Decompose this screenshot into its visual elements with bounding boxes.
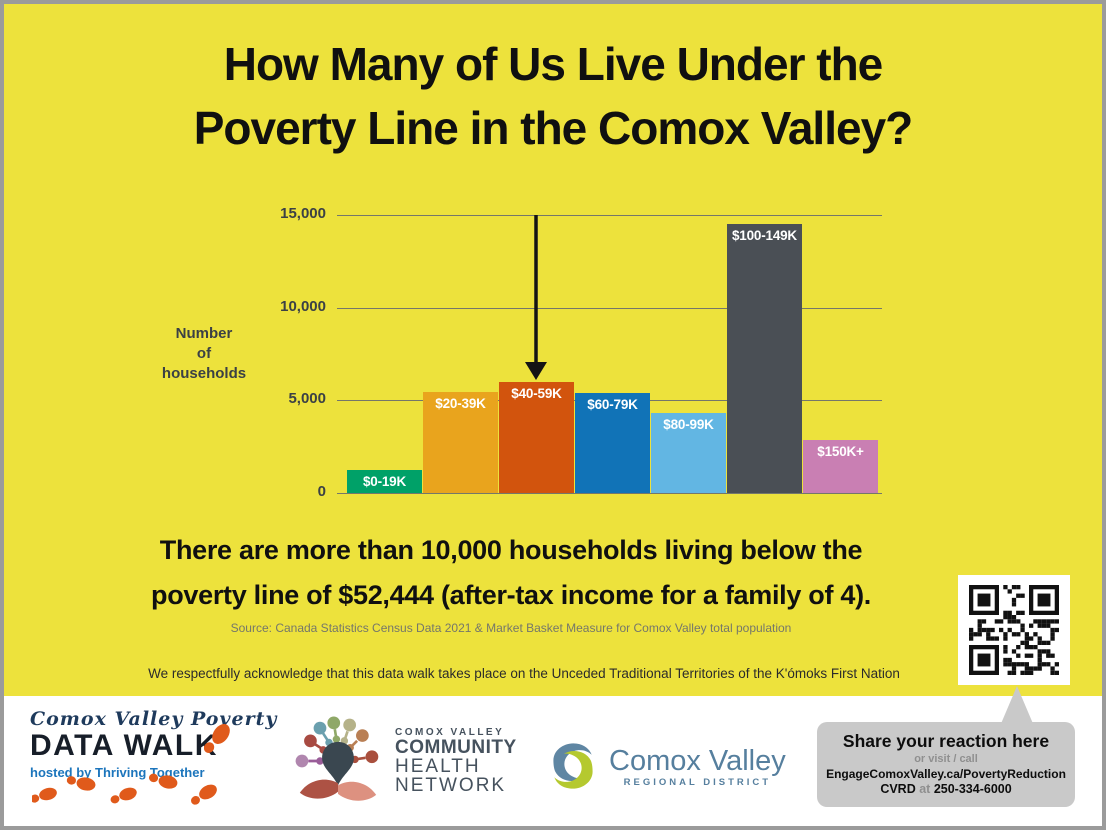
bar-label: $0-19K	[362, 474, 407, 489]
bar-label: $100-149K	[731, 228, 797, 243]
community-health-network-logo: COMOX VALLEY COMMUNITY HEALTH NETWORK	[285, 708, 517, 814]
y-axis-label: Number of households	[161, 325, 247, 382]
bar-$80-99K: $80-99K	[651, 413, 726, 493]
yellow-background	[4, 4, 1102, 696]
bar-label: $80-99K	[663, 417, 714, 432]
poster-canvas: How Many of Us Live Under the Poverty Li…	[4, 4, 1102, 826]
engage-url: EngageComoxValley.ca/PovertyReduction	[826, 767, 1066, 781]
bar-$100-149K: $100-149K	[727, 224, 802, 493]
speech-bubble-tail	[1000, 686, 1034, 726]
gridline	[337, 215, 882, 216]
health-network-icon	[295, 716, 379, 801]
title-line-1: How Many of Us Live Under the	[223, 38, 884, 90]
y-tick-label: 15,000	[280, 205, 326, 222]
footprint-icon	[204, 724, 230, 753]
key-statement: There are more than 10,000 households li…	[4, 528, 1018, 618]
share-speech-bubble: Share your reaction here or visit / call…	[817, 722, 1075, 807]
page-title: How Many of Us Live Under the Poverty Li…	[4, 32, 1102, 160]
health-network-wordmark: COMOX VALLEY COMMUNITY HEALTH NETWORK	[395, 727, 517, 796]
gridline	[337, 307, 882, 309]
qr-pattern	[969, 585, 1059, 675]
share-heading: Share your reaction here	[842, 731, 1050, 751]
cvrd-wordmark: Comox Valley REGIONAL DISTRICT	[609, 744, 786, 788]
statement-line-2: poverty line of $52,444 (after-tax incom…	[151, 580, 871, 610]
y-tick-label: 0	[317, 483, 326, 500]
down-arrow-annotation	[525, 215, 547, 380]
data-walk-tagline: hosted by Thriving Together	[30, 765, 205, 780]
bar-$150K+: $150K+	[803, 440, 878, 493]
phone-line: CVRD at 250-334-6000	[880, 782, 1012, 796]
bar-label: $40-59K	[511, 386, 562, 401]
bar-$40-59K: $40-59K	[499, 382, 574, 493]
bar-$0-19K: $0-19K	[347, 470, 422, 493]
source-note: Source: Canada Statistics Census Data 20…	[230, 621, 792, 635]
bar-$20-39K: $20-39K	[423, 392, 498, 493]
qr-code	[958, 575, 1070, 685]
bar-label: $150K+	[817, 444, 864, 459]
footprints-icon	[32, 773, 217, 805]
data-walk-logo: Comox Valley Poverty DATA WALK hosted by…	[30, 708, 280, 780]
gridline	[337, 493, 882, 494]
bar-chart: 0 5,000 10,000 15,000 $0-19K $20-39K $40-59K $6…	[280, 205, 882, 500]
bar-$60-79K: $60-79K	[575, 393, 650, 493]
title-line-2: Poverty Line in the Comox Valley?	[193, 102, 914, 154]
cvrd-swoosh-icon	[553, 743, 593, 789]
plot-area: 0 5,000 10,000 15,000 $0-19K $20-39K $40-59K $6…	[280, 205, 882, 500]
land-acknowledgment: We respectfully acknowledge that this da…	[148, 666, 900, 681]
y-tick-label: 5,000	[288, 390, 326, 408]
data-walk-script-text: Comox Valley Poverty	[30, 708, 278, 730]
statement-line-1: There are more than 10,000 households li…	[159, 535, 863, 565]
share-subheading: or visit / call	[914, 753, 978, 765]
bar-label: $20-39K	[435, 396, 486, 411]
data-walk-title: DATA WALK	[30, 729, 218, 762]
y-tick-label: 10,000	[280, 297, 326, 315]
regional-district-logo: Comox Valley REGIONAL DISTRICT	[545, 738, 786, 794]
bar-label: $60-79K	[587, 397, 638, 412]
